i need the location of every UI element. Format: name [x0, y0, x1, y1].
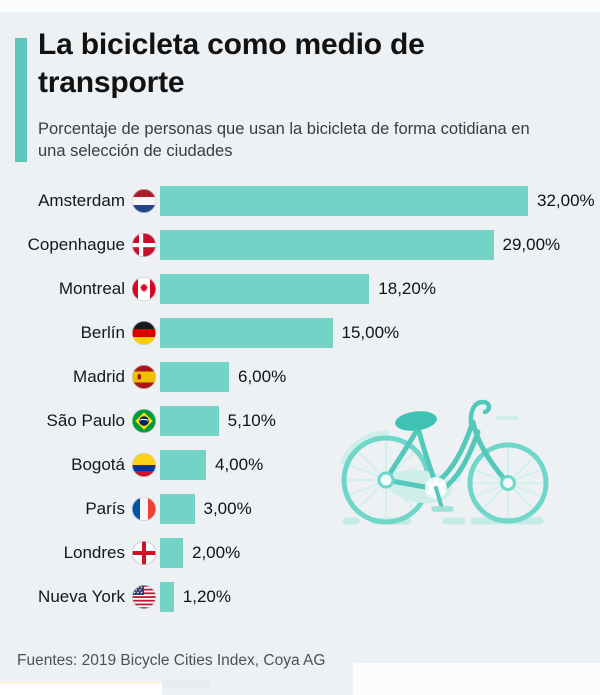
row-label-group: Madrid — [0, 365, 160, 389]
bar — [160, 186, 528, 216]
bar — [160, 494, 195, 524]
bar — [160, 582, 174, 612]
value-label: 4,00% — [215, 455, 264, 474]
colombia-flag-icon — [132, 453, 156, 477]
value-label: 5,10% — [227, 411, 276, 430]
bar-chart: Amsterdam 32,00% Copenhague 29,0 — [0, 186, 600, 626]
value-label: 3,00% — [203, 499, 252, 518]
city-label: París — [85, 499, 125, 518]
row-label-group: París — [0, 497, 160, 521]
canada-flag-icon — [132, 277, 156, 301]
bar — [160, 538, 183, 568]
bar — [160, 406, 219, 436]
spain-flag-icon — [132, 365, 156, 389]
chart-row: Copenhague 29,00% — [0, 230, 600, 260]
row-label-group: Nueva York — [0, 585, 160, 609]
row-label-group: Londres — [0, 541, 160, 565]
value-label: 29,00% — [502, 235, 561, 254]
chart-row: São Paulo 5,10% — [0, 406, 600, 436]
city-label: Berlín — [80, 323, 125, 342]
decorative-rectangle — [162, 680, 210, 688]
city-label: São Paulo — [46, 411, 125, 430]
row-label-group: Copenhague — [0, 233, 160, 257]
row-label-group: Bogotá — [0, 453, 160, 477]
chart-row: Madrid 6,00% — [0, 362, 600, 392]
chart-row: Berlín 15,00% — [0, 318, 600, 348]
value-label: 15,00% — [341, 323, 400, 342]
chart-row: París 3,00% — [0, 494, 600, 524]
decorative-rectangle — [353, 663, 600, 695]
value-label: 18,20% — [378, 279, 436, 298]
sources-text: Fuentes: 2019 Bicycle Cities Index, Coya… — [17, 652, 326, 669]
germany-flag-icon — [132, 321, 156, 345]
bar — [160, 362, 229, 392]
bar — [160, 318, 333, 348]
row-label-group: São Paulo — [0, 409, 160, 433]
value-label: 6,00% — [238, 367, 287, 386]
row-label-group: Amsterdam — [0, 189, 160, 213]
city-label: Copenhague — [27, 235, 125, 254]
page-subtitle: Porcentaje de personas que usan la bicic… — [38, 120, 530, 161]
row-label-group: Berlín — [0, 321, 160, 345]
france-flag-icon — [132, 497, 156, 521]
chart-row: Nueva York 1,20% — [0, 582, 600, 612]
top-strip — [0, 0, 600, 12]
row-label-group: Montreal — [0, 277, 160, 301]
chart-row: Amsterdam 32,00% — [0, 186, 600, 216]
usa-flag-icon — [132, 585, 156, 609]
city-label: Montreal — [58, 279, 125, 298]
city-label: Nueva York — [38, 587, 125, 606]
netherlands-flag-icon — [132, 189, 156, 213]
england-flag-icon — [132, 541, 156, 565]
page-title: La bicicleta como medio de transporte — [38, 28, 425, 100]
denmark-flag-icon — [132, 233, 156, 257]
chart-row: Bogotá 4,00% — [0, 450, 600, 480]
value-label: 2,00% — [192, 543, 241, 562]
brazil-flag-icon — [132, 409, 156, 433]
bicycle-illustration-icon — [340, 399, 549, 525]
chart-row: Londres 2,00% — [0, 538, 600, 568]
decorative-rectangle — [0, 681, 162, 695]
title-accent-bar — [15, 38, 27, 162]
chart-row: Montreal 18,20% — [0, 274, 600, 304]
value-label: 32,00% — [537, 191, 595, 210]
bar — [160, 274, 370, 304]
city-label: Londres — [63, 543, 125, 562]
city-label: Amsterdam — [38, 191, 125, 210]
bar — [160, 450, 206, 480]
value-label: 1,20% — [182, 587, 231, 606]
city-label: Madrid — [73, 367, 125, 386]
city-label: Bogotá — [71, 455, 125, 474]
bar — [160, 230, 494, 260]
